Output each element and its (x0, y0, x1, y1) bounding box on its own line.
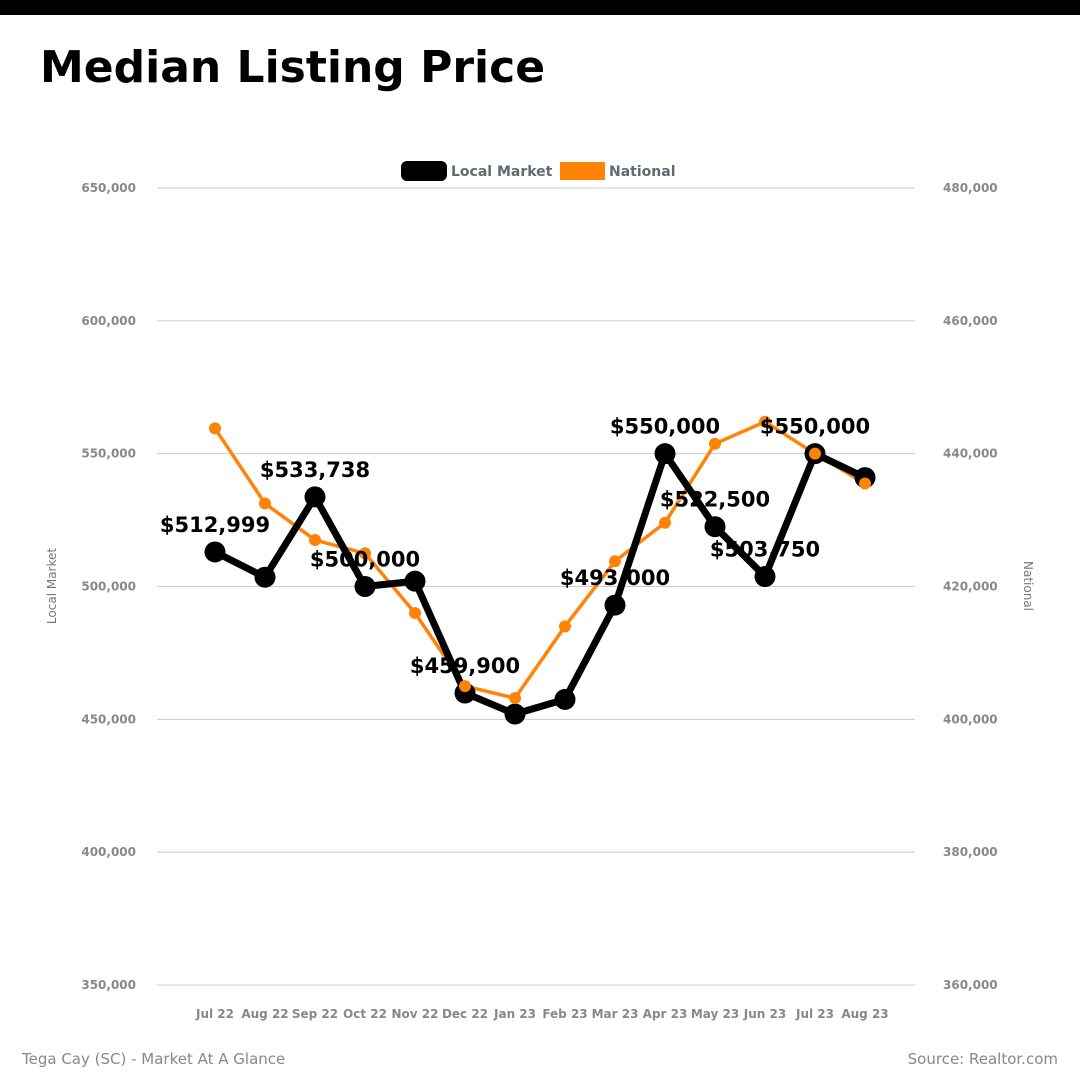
local-data-label: $459,900 (410, 654, 520, 678)
local-data-label: $512,999 (160, 513, 270, 537)
local-data-label: $550,000 (610, 415, 720, 439)
national-point[interactable] (659, 517, 671, 529)
left-tick-label: 500,000 (81, 580, 136, 594)
left-tick-label: 400,000 (81, 845, 136, 859)
local-market-point[interactable] (255, 567, 276, 588)
local-data-label: $493,000 (560, 566, 670, 590)
left-axis-ticks: 350,000 400,000 450,000 500,000 550,000 600,0… (81, 181, 136, 992)
x-tick-label: Mar 23 (592, 1007, 639, 1021)
legend-label-national[interactable]: National (609, 164, 676, 180)
local-market-point[interactable] (555, 689, 576, 710)
local-market-point[interactable] (355, 576, 376, 597)
national-point[interactable] (459, 680, 471, 692)
left-tick-label: 550,000 (81, 447, 136, 461)
local-data-label: $550,000 (760, 415, 870, 439)
right-tick-label: 440,000 (943, 447, 998, 461)
right-axis-title: National (1021, 561, 1035, 611)
left-tick-label: 650,000 (81, 181, 136, 195)
x-tick-label: Apr 23 (643, 1007, 688, 1021)
national-point[interactable] (559, 620, 571, 632)
local-market-point[interactable] (405, 571, 426, 592)
left-tick-label: 350,000 (81, 978, 136, 992)
left-tick-label: 600,000 (81, 314, 136, 328)
x-tick-label: Aug 23 (841, 1007, 888, 1021)
local-market-point[interactable] (305, 486, 326, 507)
x-tick-label: Nov 22 (392, 1007, 439, 1021)
local-data-label: $500,000 (310, 548, 420, 572)
local-market-point[interactable] (205, 541, 226, 562)
local-market-point[interactable] (505, 704, 526, 725)
left-axis-title: Local Market (45, 548, 59, 624)
footer-source: Source: Realtor.com (908, 1050, 1058, 1068)
x-tick-label: Aug 22 (241, 1007, 288, 1021)
line-chart: 350,000 400,000 450,000 500,000 550,000 600,0… (0, 0, 1080, 1080)
x-tick-label: May 23 (691, 1007, 739, 1021)
right-tick-label: 400,000 (943, 712, 998, 726)
right-tick-label: 380,000 (943, 845, 998, 859)
legend-label-local[interactable]: Local Market (451, 164, 553, 180)
right-tick-label: 480,000 (943, 181, 998, 195)
local-market-point[interactable] (705, 516, 726, 537)
x-tick-label: Feb 23 (542, 1007, 587, 1021)
x-tick-label: Oct 22 (343, 1007, 387, 1021)
national-point[interactable] (709, 438, 721, 450)
national-point[interactable] (509, 692, 521, 704)
local-data-label: $522,500 (660, 488, 770, 512)
x-tick-label: Sep 22 (292, 1007, 338, 1021)
x-tick-label: Dec 22 (442, 1007, 488, 1021)
x-tick-label: Jun 23 (743, 1007, 786, 1021)
legend-swatch-national (560, 162, 605, 180)
national-point[interactable] (809, 448, 821, 460)
right-tick-label: 420,000 (943, 580, 998, 594)
local-data-label: $533,738 (260, 458, 370, 482)
legend-swatch-local (401, 161, 447, 181)
right-tick-label: 460,000 (943, 314, 998, 328)
local-market-point[interactable] (755, 566, 776, 587)
right-axis-ticks: 360,000 380,000 400,000 420,000 440,000 460,0… (943, 181, 998, 992)
national-point[interactable] (259, 497, 271, 509)
legend: Local Market National (401, 161, 676, 181)
right-tick-label: 360,000 (943, 978, 998, 992)
x-axis-ticks: Jul 22 Aug 22 Sep 22 Oct 22 Nov 22 Dec 22 Jan … (195, 1007, 889, 1021)
left-tick-label: 450,000 (81, 712, 136, 726)
x-tick-label: Jul 22 (195, 1007, 234, 1021)
national-point[interactable] (859, 478, 871, 490)
data-labels: $512,999 $533,738 $500,000 $459,900 $493,000… (160, 415, 870, 678)
national-point[interactable] (209, 422, 221, 434)
local-data-label: $503,750 (710, 538, 820, 562)
national-point[interactable] (309, 534, 321, 546)
x-tick-label: Jan 23 (493, 1007, 536, 1021)
grid-lines (157, 188, 915, 985)
local-market-point[interactable] (655, 443, 676, 464)
national-point[interactable] (409, 607, 421, 619)
x-tick-label: Jul 23 (795, 1007, 834, 1021)
local-market-point[interactable] (605, 595, 626, 616)
footer-market-label: Tega Cay (SC) - Market At A Glance (22, 1050, 285, 1068)
